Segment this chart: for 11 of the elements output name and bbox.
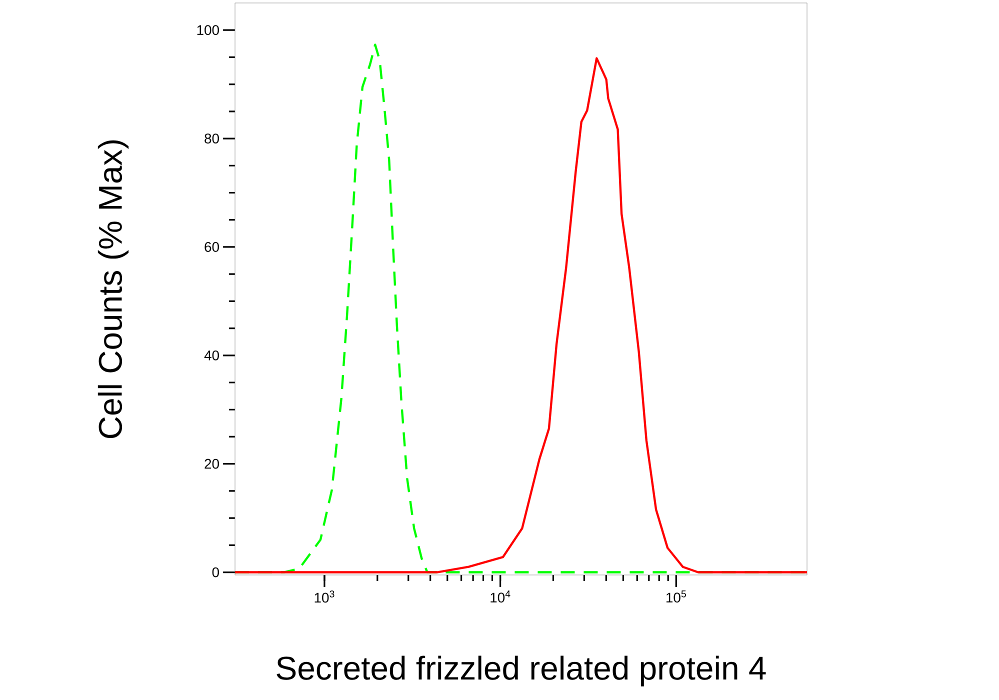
x-tick-label: 10$^{4}$ — [490, 590, 510, 603]
x-axis-title: Secreted frizzled related protein 4 — [276, 656, 766, 686]
y-tick-label: 40 — [204, 350, 219, 360]
y-tick-label: 60 — [204, 242, 219, 252]
y-tick-label: 100 — [197, 25, 219, 36]
y-axis-title: Cell Counts (% Max) — [98, 140, 129, 438]
x-tick-label: 10$^{5}$ — [666, 590, 686, 603]
y-tick-label: 20 — [204, 458, 219, 469]
x-tick-label: 10$^{3}$ — [314, 590, 334, 603]
y-tick-label: 0 — [212, 567, 219, 578]
y-tick-label: 80 — [204, 134, 219, 144]
